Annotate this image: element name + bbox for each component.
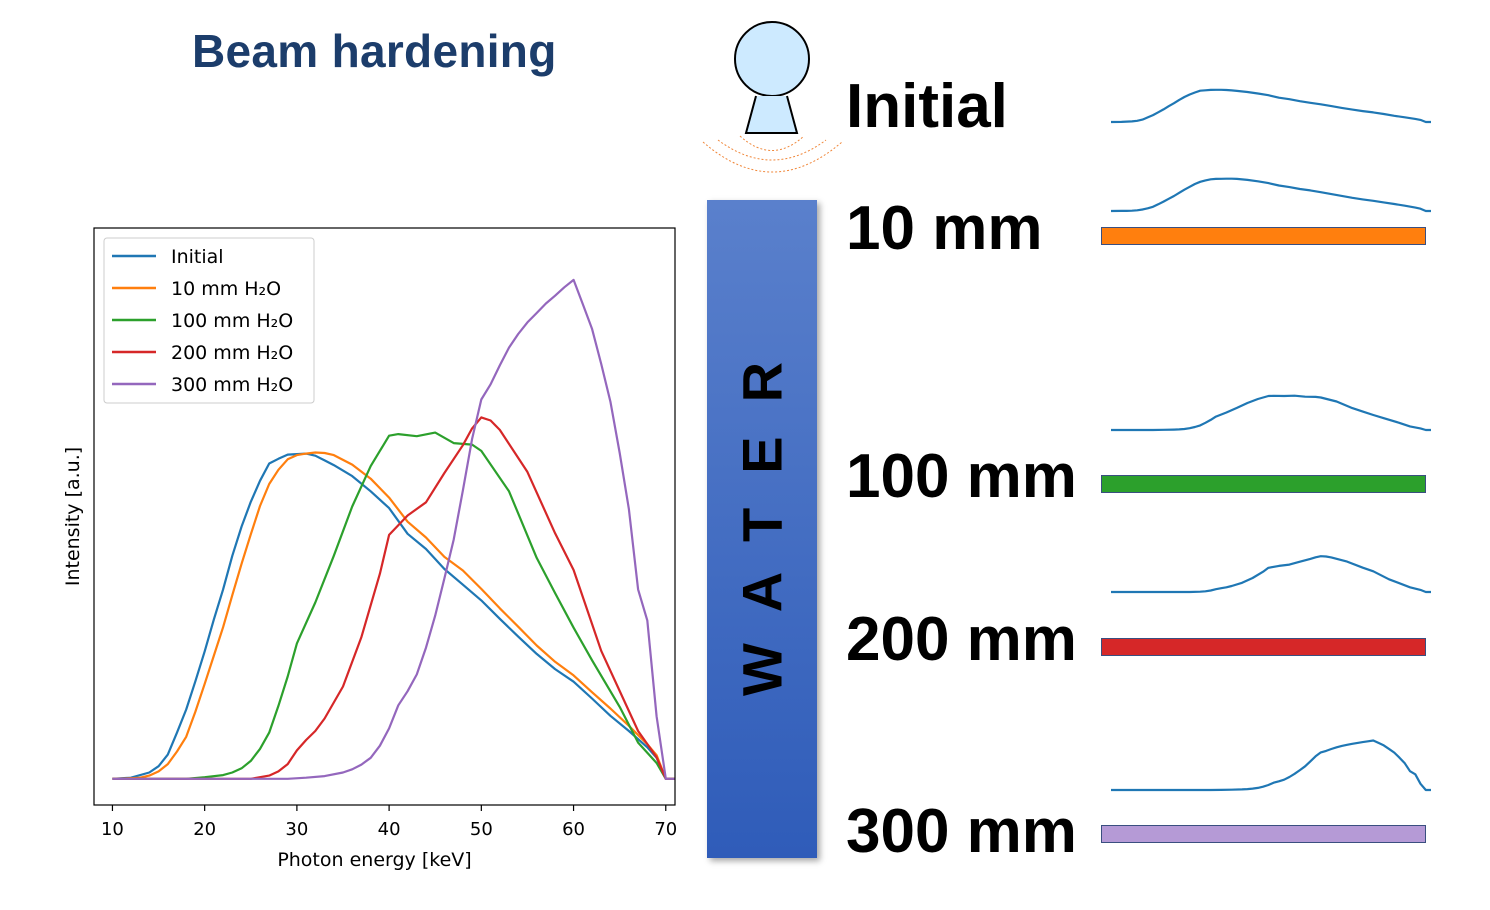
label-10mm: 10 mm	[846, 194, 1043, 263]
spectrum-thumbnail-2	[1110, 177, 1431, 213]
series-line-5	[112, 278, 675, 780]
bar-200mm	[1101, 638, 1426, 656]
legend-entry: 10 mm H₂O	[171, 278, 281, 300]
series-line-1	[112, 452, 675, 780]
label-200mm: 200 mm	[846, 605, 1077, 674]
x-ray-source-icon	[702, 21, 843, 173]
legend-entry: 300 mm H₂O	[171, 374, 293, 396]
bar-300mm	[1101, 825, 1426, 843]
x-tick-label: 60	[562, 819, 585, 840]
legend-entry: 100 mm H₂O	[171, 310, 293, 332]
x-tick-label: 50	[470, 819, 493, 840]
bar-10mm	[1101, 227, 1426, 245]
legend-entry: Initial	[171, 246, 224, 268]
water-column	[707, 200, 817, 858]
spectrum-thumbnail-1	[1110, 88, 1431, 124]
intensity-chart: 10 20 30 40 50 60 70 Photon energy [keV] Intensi…	[62, 227, 677, 871]
legend: Initial 10 mm H₂O 100 mm H₂O 200 mm H₂O 300 …	[103, 237, 315, 404]
x-tick-label: 70	[654, 819, 677, 840]
spectra-thumbnails	[1110, 88, 1431, 792]
x-axis-label: Photon energy [keV]	[277, 849, 471, 871]
label-initial: Initial	[846, 72, 1008, 141]
x-tick-label: 40	[378, 819, 401, 840]
x-tick-label: 30	[285, 819, 308, 840]
label-300mm: 300 mm	[846, 797, 1077, 866]
series-line-2	[112, 451, 675, 780]
page-title: Beam hardening	[192, 25, 557, 77]
x-tick-label: 10	[101, 819, 124, 840]
plot-frame	[93, 227, 676, 806]
y-axis-label: Intensity [a.u.]	[62, 447, 84, 586]
series-line-4	[112, 416, 675, 780]
legend-entry: 200 mm H₂O	[171, 342, 293, 364]
bar-100mm	[1101, 475, 1426, 493]
plot-area	[112, 278, 675, 780]
spectrum-thumbnail-3	[1111, 394, 1431, 432]
x-tick-label: 20	[193, 819, 216, 840]
spectrum-thumbnail-5	[1111, 739, 1431, 792]
spectrum-thumbnail-4	[1111, 555, 1431, 594]
label-100mm: 100 mm	[846, 442, 1077, 511]
series-line-3	[112, 431, 675, 780]
